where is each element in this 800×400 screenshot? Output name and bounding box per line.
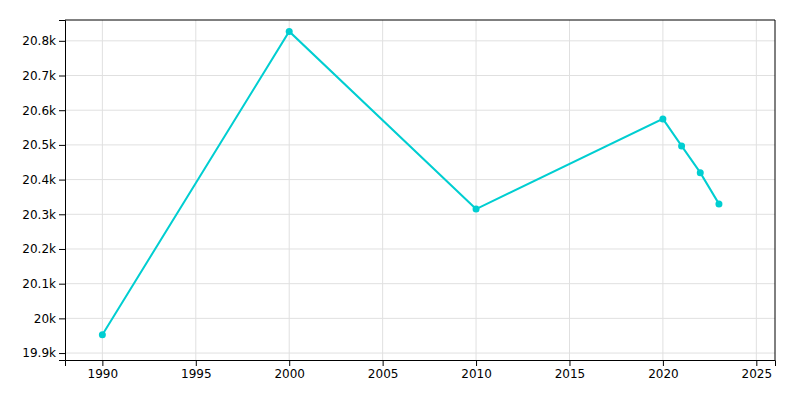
x-tick-label: 2015 (555, 367, 586, 381)
x-tick-label: 1995 (181, 367, 212, 381)
x-axis: 1990 1995 2000 2005 2010 2015 2020 2025 (66, 360, 776, 381)
y-tick-label: 19.9k (22, 346, 56, 360)
axis-line (66, 361, 776, 367)
x-tick: 2025 (742, 360, 773, 381)
y-tick-mark (59, 110, 65, 111)
grid-line-y (65, 318, 775, 319)
x-tick-mark (196, 360, 197, 366)
y-tick: 20.2k (22, 242, 65, 256)
line (102, 31, 719, 334)
grid-line-y (65, 40, 775, 41)
y-tick-label: 20.1k (22, 277, 56, 291)
y-tick: 20k (34, 312, 65, 326)
grid (65, 20, 775, 360)
y-tick-label: 20.6k (22, 104, 56, 118)
grid-line-y (65, 353, 775, 354)
plot: 1990 1995 2000 2005 2010 2015 2020 2025 19.9k 20k… (22, 20, 775, 381)
y-tick: 20.3k (22, 208, 65, 222)
frame-top (65, 20, 775, 21)
y-tick-mark (59, 214, 65, 215)
y-tick-mark (59, 249, 65, 250)
x-tick: 1995 (181, 360, 212, 381)
grid-line-y (65, 283, 775, 284)
grid-line-x (476, 20, 477, 360)
x-tick: 2020 (648, 360, 679, 381)
y-tick: 20.4k (22, 173, 65, 187)
grid-line-x (102, 20, 103, 360)
y-tick-mark (59, 353, 65, 354)
grid-line-x (289, 20, 290, 360)
grid-line-y (65, 110, 775, 111)
y-tick-mark (59, 318, 65, 319)
x-tick: 2005 (368, 360, 399, 381)
x-tick-label: 1990 (88, 367, 119, 381)
x-tick-mark (569, 360, 570, 366)
grid-line-y (65, 179, 775, 180)
x-tick: 2015 (555, 360, 586, 381)
x-tick-mark (476, 360, 477, 366)
point (659, 115, 666, 122)
point (715, 200, 722, 207)
grid-line-x (662, 20, 663, 360)
marks (99, 28, 723, 338)
x-tick-mark (102, 360, 103, 366)
grid-line-x (756, 20, 757, 360)
x-tick-label: 2000 (274, 367, 305, 381)
y-tick: 20.8k (22, 34, 65, 48)
y-tick: 19.9k (22, 346, 65, 360)
y-tick-label: 20.7k (22, 69, 56, 83)
x-tick-mark (383, 360, 384, 366)
y-tick-label: 20.4k (22, 173, 56, 187)
y-tick-label: 20k (34, 312, 56, 326)
x-tick-label: 2005 (368, 367, 399, 381)
point (697, 169, 704, 176)
y-tick-label: 20.8k (22, 34, 56, 48)
grid-line-x (195, 20, 196, 360)
x-tick-mark (289, 360, 290, 366)
y-tick-mark (59, 76, 65, 77)
y-tick-mark (59, 180, 65, 181)
point (99, 331, 106, 338)
x-tick-label: 2025 (742, 367, 773, 381)
x-tick-label: 2010 (461, 367, 492, 381)
y-tick: 20.7k (22, 69, 65, 83)
grid-line-y (65, 248, 775, 249)
frame-right (775, 20, 776, 360)
point (473, 206, 480, 213)
grid-line-y (65, 144, 775, 145)
y-tick-label: 20.3k (22, 208, 56, 222)
x-tick: 2000 (274, 360, 305, 381)
y-tick: 20.6k (22, 104, 65, 118)
grid-line-y (65, 75, 775, 76)
x-tick-mark (756, 360, 757, 366)
x-tick-label: 2020 (648, 367, 679, 381)
point (678, 142, 685, 149)
y-tick: 20.5k (22, 138, 65, 152)
x-tick: 2010 (461, 360, 492, 381)
x-tick-mark (663, 360, 664, 366)
x-tick: 1990 (88, 360, 119, 381)
y-tick-mark (59, 145, 65, 146)
grid-line-x (382, 20, 383, 360)
y-axis: 19.9k 20k 20.1k 20.2k 20.3k 20.4k 20.5k 20.6k 20… (22, 21, 65, 361)
chart: 1990 1995 2000 2005 2010 2015 2020 2025 19.9k 20k… (0, 0, 800, 400)
y-tick-label: 20.5k (22, 138, 56, 152)
point (286, 28, 293, 35)
axis-line (59, 21, 66, 361)
grid-line-y (65, 214, 775, 215)
y-tick-label: 20.2k (22, 242, 56, 256)
y-tick-mark (59, 41, 65, 42)
y-tick: 20.1k (22, 277, 65, 291)
grid-line-x (569, 20, 570, 360)
y-tick-mark (59, 284, 65, 285)
